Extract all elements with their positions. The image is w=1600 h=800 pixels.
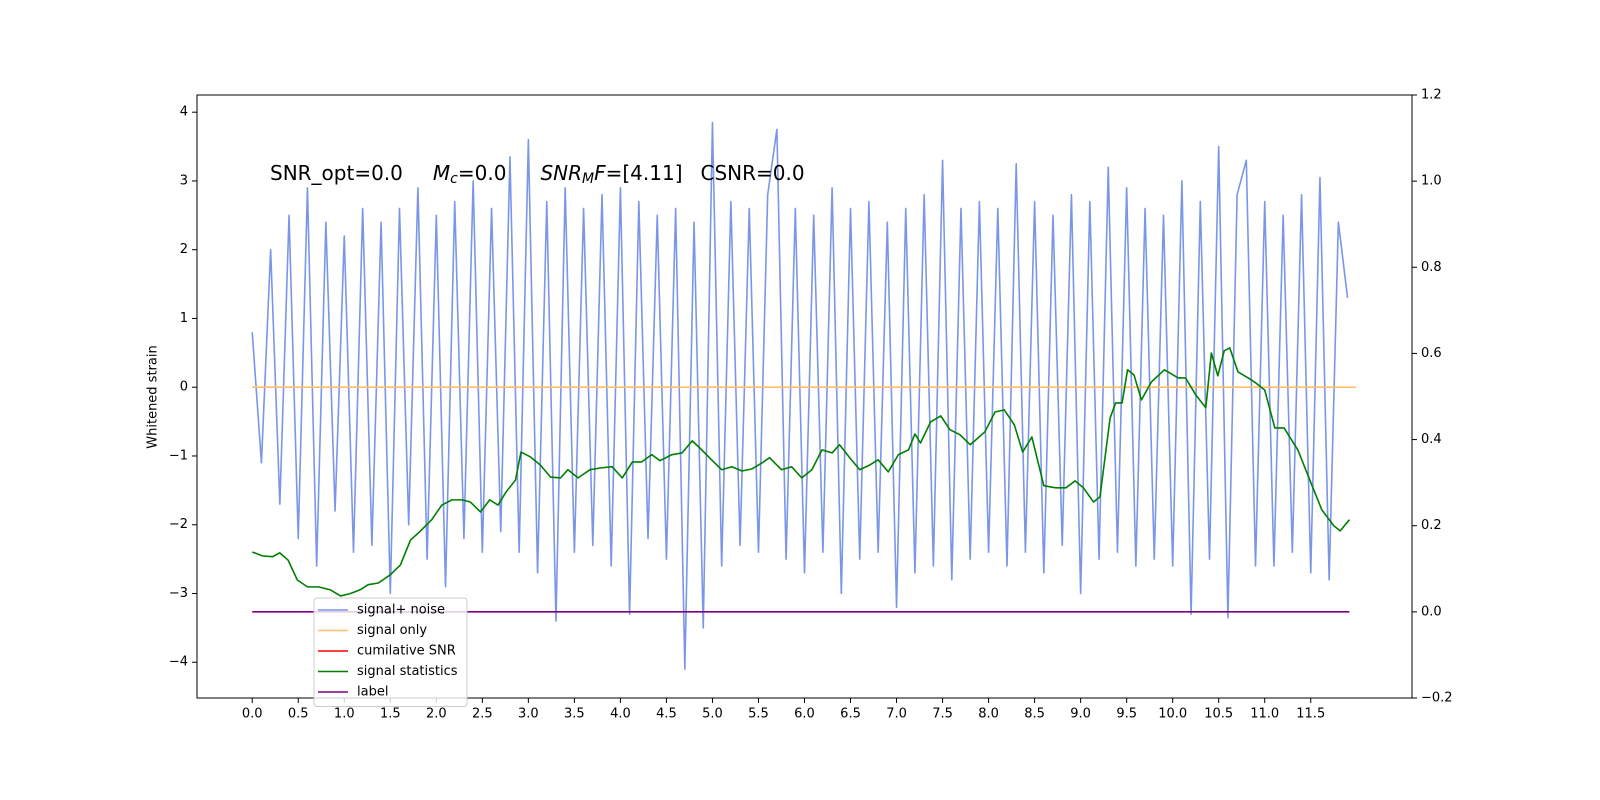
y-tick-label: 0 [180, 380, 188, 395]
x-tick-label: 11.0 [1250, 707, 1279, 722]
x-tick-label: 2.0 [426, 707, 447, 722]
x-tick-label: 10.5 [1204, 707, 1233, 722]
x-tick-label: 4.5 [656, 707, 677, 722]
legend: signal+ noise signal only cumilative SNR si… [313, 597, 468, 707]
annotation-part: c [450, 171, 458, 187]
annotation-part: CSNR=0.0 [701, 161, 805, 185]
legend-label: cumilative SNR [357, 644, 456, 659]
y2-tick-label: 0.0 [1421, 604, 1442, 619]
y2-tick-label: 0.6 [1421, 346, 1442, 361]
x-tick-label: 0.0 [242, 707, 263, 722]
x-tick-label: 4.0 [610, 707, 631, 722]
annotation-part: SNR_opt=0.0 [270, 161, 403, 185]
series-line [251, 121, 1349, 670]
x-tick-label: 5.5 [748, 707, 769, 722]
axes-frame [196, 94, 1413, 699]
legend-label: signal+ noise [357, 603, 445, 618]
annotation-part: F [594, 161, 606, 185]
y2-tick-label: 0.2 [1421, 518, 1442, 533]
x-tick-label: 3.0 [518, 707, 539, 722]
x-tick-label: 6.5 [840, 707, 861, 722]
x-tick-label: 9.0 [1070, 707, 1091, 722]
x-tick-label: 8.0 [978, 707, 999, 722]
x-tick-label: 7.5 [932, 707, 953, 722]
y2-tick-label: 0.4 [1421, 432, 1442, 447]
y-tick-label: 2 [180, 242, 188, 257]
x-tick-label: 6.0 [794, 707, 815, 722]
y-tick-label: −3 [169, 586, 188, 601]
annotation-part: =0.0 [458, 161, 507, 185]
annotation-part: =[4.11] [606, 161, 683, 185]
x-tick-label: 11.5 [1296, 707, 1325, 722]
y2-tick-label: −0.2 [1421, 691, 1453, 706]
x-tick-label: 7.0 [886, 707, 907, 722]
x-tick-label: 10.0 [1158, 707, 1187, 722]
y2-tick-label: 1.0 [1421, 174, 1442, 189]
x-tick-label: 5.0 [702, 707, 723, 722]
annotation-part: M [433, 161, 450, 185]
x-tick-label: 1.0 [334, 707, 355, 722]
legend-label: label [357, 685, 388, 700]
y-tick-label: 4 [180, 105, 188, 120]
x-tick-label: 9.5 [1116, 707, 1137, 722]
legend-label: signal only [357, 623, 427, 638]
y-tick-label: −2 [169, 517, 188, 532]
x-tick-label: 8.5 [1024, 707, 1045, 722]
y-tick-label: −4 [169, 655, 188, 670]
legend-label: signal statistics [357, 664, 458, 679]
x-tick-label: 3.5 [564, 707, 585, 722]
annotation-part: SNR [540, 161, 582, 185]
legend-box [313, 597, 468, 707]
y-tick-label: −1 [169, 448, 188, 463]
x-tick-label: 0.5 [288, 707, 309, 722]
annotation: SNR_opt=0.0 Mc=0.0 SNRMF=[4.11] CSNR=0.0 [270, 161, 805, 188]
y-axis-label: Whitened strain [146, 345, 161, 448]
x-tick-label: 1.5 [380, 707, 401, 722]
y2-tick-label: 0.8 [1421, 260, 1442, 275]
annotation-part: M [582, 171, 594, 187]
x-tick-label: 2.5 [472, 707, 493, 722]
y2-tick-label: 1.2 [1421, 88, 1442, 103]
y-tick-label: 3 [180, 173, 188, 188]
y-tick-label: 1 [180, 311, 188, 326]
series-line [251, 347, 1351, 597]
